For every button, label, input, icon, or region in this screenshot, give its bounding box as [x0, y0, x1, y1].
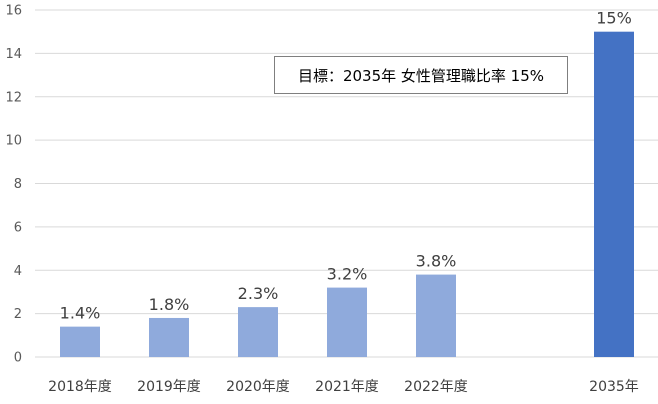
data-label: 15% [596, 9, 632, 28]
gridlines [35, 9, 658, 358]
data-label: 3.2% [327, 265, 368, 284]
bars [60, 31, 634, 357]
x-axis-ticks: 2018年度 2019年度 2020年度 2021年度 2022年度 2035年 [48, 379, 639, 395]
y-tick-label: 10 [5, 134, 22, 149]
bar [60, 326, 100, 357]
y-tick-label: 6 [14, 220, 22, 235]
x-tick-label: 2021年度 [315, 379, 379, 395]
bar [149, 317, 189, 357]
bar [238, 307, 278, 357]
y-tick-label: 8 [14, 177, 22, 192]
data-label: 1.8% [149, 295, 190, 314]
data-labels: 1.4% 1.8% 2.3% 3.2% 3.8% 15% [60, 9, 632, 323]
x-tick-label: 2018年度 [48, 379, 112, 395]
y-tick-label: 16 [5, 4, 22, 19]
bar [594, 31, 634, 357]
data-label: 1.4% [60, 304, 101, 323]
y-tick-label: 0 [14, 351, 22, 366]
target-annotation-text: 目標：2035年 女性管理職比率 15% [297, 66, 545, 85]
x-tick-label: 2035年 [589, 379, 639, 395]
y-tick-label: 2 [14, 307, 22, 322]
x-tick-label: 2022年度 [404, 379, 468, 395]
y-tick-label: 14 [5, 47, 22, 62]
y-axis-ticks: 0 2 4 6 8 10 12 14 16 [5, 4, 22, 366]
data-label: 3.8% [416, 252, 457, 271]
x-tick-label: 2019年度 [137, 379, 201, 395]
target-annotation: 目標：2035年 女性管理職比率 15% [274, 56, 568, 94]
x-tick-label: 2020年度 [226, 379, 290, 395]
data-label: 2.3% [238, 284, 279, 303]
bar [416, 274, 456, 357]
y-tick-label: 12 [5, 90, 22, 105]
y-tick-label: 4 [14, 264, 22, 279]
bar [327, 287, 367, 357]
